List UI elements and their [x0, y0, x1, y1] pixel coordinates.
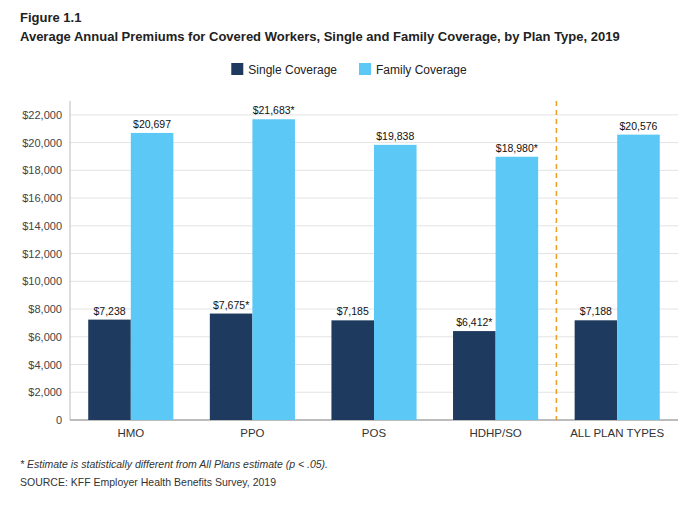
grid-line: [70, 114, 678, 115]
x-tick-label: POS: [362, 427, 387, 439]
x-tick-label: PPO: [240, 427, 264, 439]
legend-label: Single Coverage: [248, 63, 337, 77]
data-label: $6,412*: [456, 316, 492, 328]
y-tick-label: $6,000: [28, 331, 62, 343]
x-tick-label: HDHP/SO: [469, 427, 521, 439]
data-label: $20,697: [133, 118, 171, 130]
y-tick-label: $18,000: [22, 164, 62, 176]
legend-label: Family Coverage: [376, 63, 467, 77]
separator-line: [556, 101, 558, 420]
x-tick-label: ALL PLAN TYPES: [570, 427, 664, 439]
data-labels: $7,238 $20,697 $7,675* $21,683* $7,185 $19,83…: [93, 104, 657, 328]
bar: [575, 320, 618, 420]
data-label: $7,238: [93, 305, 125, 317]
bar: [453, 331, 496, 420]
bar: [374, 145, 417, 420]
title-line: Average Annual Premiums for Covered Work…: [20, 29, 620, 44]
bar: [331, 320, 374, 420]
data-label: $20,576: [619, 120, 657, 132]
y-tick-label: $12,000: [22, 248, 62, 260]
figure-label: Figure 1.1: [20, 10, 81, 25]
y-tick-label: $14,000: [22, 220, 62, 232]
y-tick-label: $16,000: [22, 192, 62, 204]
bar: [131, 133, 174, 420]
footnote: SOURCE: KFF Employer Health Benefits Sur…: [20, 476, 276, 488]
data-label: $7,675*: [213, 299, 249, 311]
bar: [617, 135, 660, 420]
bar: [496, 157, 539, 420]
data-label: $21,683*: [253, 104, 295, 116]
data-label: $7,185: [337, 305, 369, 317]
bar: [252, 119, 295, 420]
bars: [88, 119, 660, 420]
data-label: $19,838: [376, 130, 414, 142]
title: Average Annual Premiums for Covered Work…: [20, 29, 620, 44]
legend-swatch: [231, 63, 243, 75]
y-tick-label: 0: [56, 414, 62, 426]
y-tick-label: $2,000: [28, 386, 62, 398]
bar: [210, 314, 253, 420]
y-tick-label: $10,000: [22, 275, 62, 287]
y-axis-line: [70, 101, 71, 420]
bar: [88, 320, 131, 420]
y-tick-label: $4,000: [28, 359, 62, 371]
data-label: $18,980*: [496, 142, 538, 154]
footnote: * Estimate is statistically different fr…: [20, 458, 328, 470]
y-tick-label: $8,000: [28, 303, 62, 315]
legend-swatch: [359, 63, 371, 75]
legend: Single Coverage Family Coverage: [231, 63, 467, 77]
data-label: $7,188: [580, 305, 612, 317]
chart: Figure 1.1 Average Annual Premiums for Co…: [0, 0, 698, 525]
y-tick-label: $22,000: [22, 109, 62, 121]
y-tick-label: $20,000: [22, 137, 62, 149]
x-tick-label: HMO: [117, 427, 144, 439]
